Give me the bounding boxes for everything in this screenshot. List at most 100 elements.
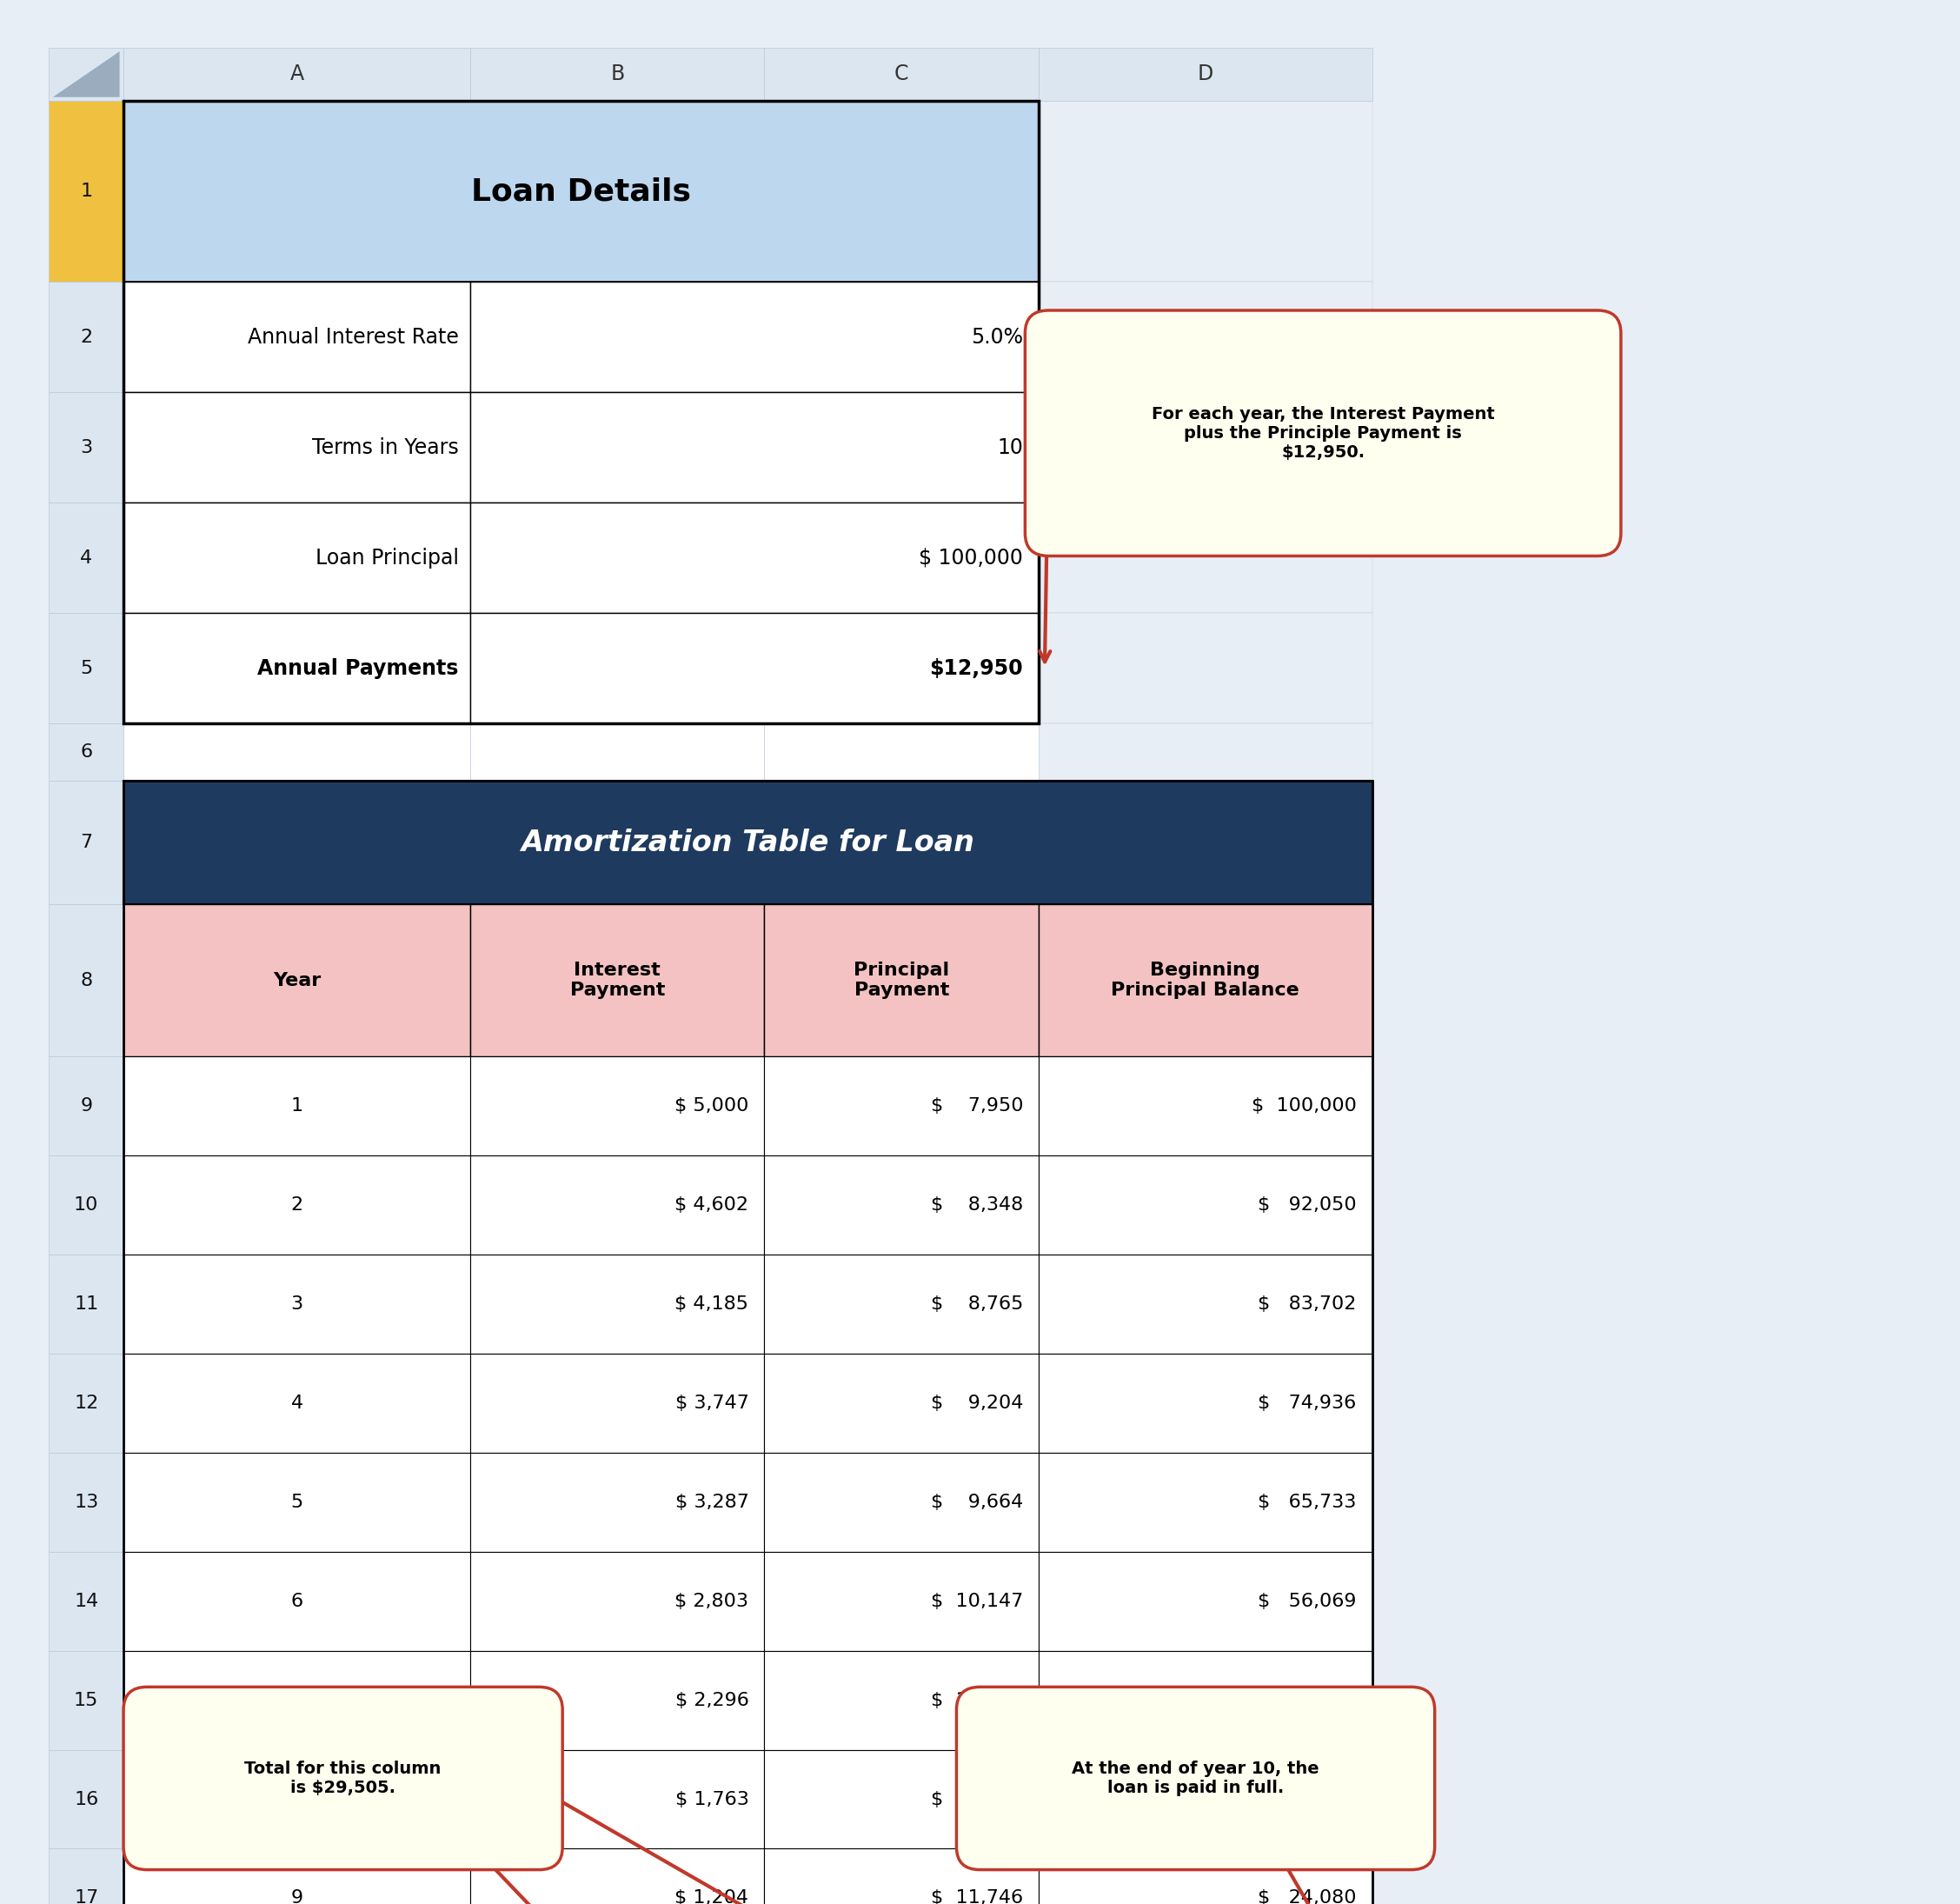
Bar bbox=[1039, 1057, 1372, 1156]
Text: A: A bbox=[290, 65, 304, 84]
Text: $    7,950: $ 7,950 bbox=[931, 1097, 1023, 1116]
Bar bbox=[1039, 613, 1372, 724]
Text: $  10,147: $ 10,147 bbox=[931, 1592, 1023, 1611]
Text: 1: 1 bbox=[80, 183, 92, 200]
Bar bbox=[49, 282, 123, 392]
Bar bbox=[123, 1651, 470, 1750]
Text: $   24,080: $ 24,080 bbox=[1258, 1889, 1356, 1904]
Bar bbox=[49, 1552, 123, 1651]
Bar bbox=[123, 1750, 470, 1849]
Bar bbox=[49, 1255, 123, 1354]
Bar bbox=[49, 1750, 123, 1849]
Text: $   56,069: $ 56,069 bbox=[1258, 1592, 1356, 1611]
Bar bbox=[764, 1750, 1039, 1849]
Text: $   35,267: $ 35,267 bbox=[1258, 1790, 1356, 1809]
Text: 4: 4 bbox=[290, 1394, 304, 1413]
Text: 9: 9 bbox=[80, 1097, 92, 1116]
Text: Annual Interest Rate: Annual Interest Rate bbox=[247, 327, 459, 347]
Bar bbox=[49, 904, 123, 1057]
Bar bbox=[123, 613, 470, 724]
Bar bbox=[123, 392, 470, 503]
Text: 8: 8 bbox=[80, 971, 92, 990]
Text: 6: 6 bbox=[290, 1592, 304, 1611]
Bar bbox=[470, 1156, 764, 1255]
FancyBboxPatch shape bbox=[1025, 310, 1621, 556]
Text: $   83,702: $ 83,702 bbox=[1258, 1295, 1356, 1314]
Text: 6: 6 bbox=[80, 743, 92, 762]
Polygon shape bbox=[53, 51, 120, 97]
Bar bbox=[1039, 1453, 1372, 1552]
Bar bbox=[1039, 101, 1372, 282]
Text: Total for this column
is $29,505.: Total for this column is $29,505. bbox=[245, 1761, 441, 1795]
Text: $ 3,287: $ 3,287 bbox=[674, 1493, 749, 1512]
Bar bbox=[49, 1057, 123, 1156]
Bar bbox=[470, 503, 1039, 613]
Text: At the end of year 10, the
loan is paid in full.: At the end of year 10, the loan is paid … bbox=[1072, 1761, 1319, 1795]
Bar bbox=[1039, 1354, 1372, 1453]
Bar bbox=[1039, 1255, 1372, 1354]
Bar bbox=[764, 1552, 1039, 1651]
Bar bbox=[470, 1057, 764, 1156]
Text: 14: 14 bbox=[74, 1592, 98, 1611]
Text: $ 2,296: $ 2,296 bbox=[674, 1691, 749, 1710]
Bar bbox=[123, 781, 1372, 904]
Bar bbox=[764, 48, 1039, 101]
Text: 5: 5 bbox=[80, 659, 92, 678]
Bar bbox=[764, 282, 1039, 392]
Text: 10: 10 bbox=[998, 438, 1023, 457]
Text: 16: 16 bbox=[74, 1790, 98, 1809]
Text: $ 100,000: $ 100,000 bbox=[919, 548, 1023, 567]
Text: 1: 1 bbox=[290, 1097, 304, 1116]
Bar bbox=[123, 904, 470, 1057]
Text: Annual Payments: Annual Payments bbox=[257, 659, 459, 678]
Bar bbox=[470, 904, 764, 1057]
Text: $   92,050: $ 92,050 bbox=[1258, 1196, 1356, 1215]
Text: $ 1,763: $ 1,763 bbox=[674, 1790, 749, 1809]
Text: B: B bbox=[610, 65, 625, 84]
Bar bbox=[49, 48, 123, 101]
Bar bbox=[1039, 392, 1372, 503]
Bar bbox=[470, 1651, 764, 1750]
Text: $  11,746: $ 11,746 bbox=[931, 1889, 1023, 1904]
Bar bbox=[764, 1156, 1039, 1255]
Bar bbox=[764, 1255, 1039, 1354]
Text: $    9,204: $ 9,204 bbox=[931, 1394, 1023, 1413]
Bar bbox=[470, 1849, 764, 1904]
Bar bbox=[764, 101, 1039, 282]
Bar bbox=[123, 101, 1039, 724]
FancyBboxPatch shape bbox=[123, 1687, 563, 1870]
Bar bbox=[470, 724, 764, 781]
Text: $12,950: $12,950 bbox=[929, 659, 1023, 678]
Text: $ 2,803: $ 2,803 bbox=[674, 1592, 749, 1611]
Bar bbox=[1039, 503, 1372, 613]
Bar bbox=[49, 1651, 123, 1750]
Text: 15: 15 bbox=[74, 1691, 98, 1710]
Bar bbox=[764, 724, 1039, 781]
Bar bbox=[470, 282, 1039, 392]
Bar bbox=[470, 1453, 764, 1552]
Bar bbox=[49, 1354, 123, 1453]
Bar bbox=[123, 101, 1039, 282]
Bar bbox=[49, 101, 123, 282]
Bar bbox=[764, 1453, 1039, 1552]
Bar bbox=[123, 503, 470, 613]
Bar bbox=[764, 724, 1039, 781]
Text: $ 3,747: $ 3,747 bbox=[674, 1394, 749, 1413]
Bar bbox=[764, 613, 1039, 724]
Bar bbox=[1039, 1750, 1372, 1849]
Bar bbox=[470, 48, 764, 101]
Text: Year: Year bbox=[272, 971, 321, 990]
Bar bbox=[123, 1057, 470, 1156]
Text: $    8,348: $ 8,348 bbox=[931, 1196, 1023, 1215]
Text: 4: 4 bbox=[80, 548, 92, 567]
Bar bbox=[123, 1552, 470, 1651]
Text: Loan Details: Loan Details bbox=[470, 177, 692, 206]
Text: D: D bbox=[1198, 65, 1213, 84]
Text: 7: 7 bbox=[80, 834, 92, 851]
Text: Beginning
Principal Balance: Beginning Principal Balance bbox=[1111, 962, 1299, 1000]
Text: $   65,733: $ 65,733 bbox=[1258, 1493, 1356, 1512]
Bar bbox=[470, 613, 1039, 724]
Bar bbox=[49, 1156, 123, 1255]
Bar bbox=[470, 1354, 764, 1453]
Bar bbox=[764, 1057, 1039, 1156]
